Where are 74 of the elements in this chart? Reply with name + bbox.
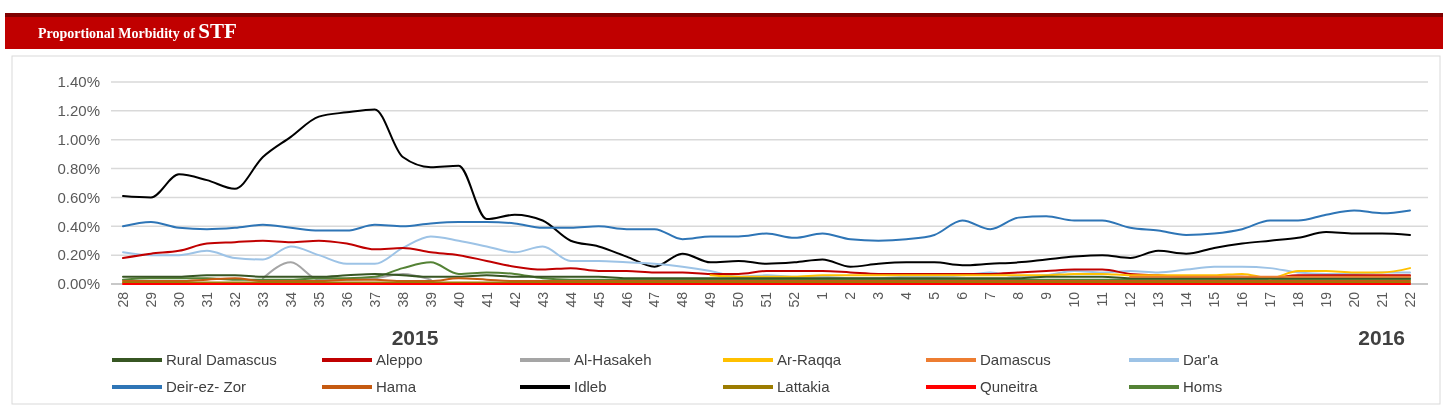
legend-label: Lattakia [777,378,831,396]
x-tick-label: 19 [1317,291,1334,308]
x-tick-label: 37 [366,291,383,308]
x-tick-label: 45 [590,291,607,308]
x-tick-label: 21 [1373,291,1390,308]
x-tick-label: 2 [842,291,859,300]
y-tick-label: 1.40% [57,73,100,91]
y-tick-label: 0.20% [57,246,100,264]
x-tick-label: 15 [1206,291,1223,308]
x-tick-label: 20 [1345,291,1362,308]
x-tick-label: 47 [646,291,663,308]
text: 2015 [391,326,439,349]
legend-label: Hama [376,378,417,396]
x-tick-label: 31 [198,291,215,308]
legend-label: Damascus [980,351,1051,369]
legend-label: Dar'a [1183,351,1220,369]
x-tick-label: 50 [730,291,747,308]
x-tick-label: 11 [1094,291,1111,307]
x-tick-label: 40 [450,291,467,308]
x-tick-label: 51 [758,291,775,308]
x-tick-label: 7 [982,291,999,300]
y-tick-label: 0.40% [57,217,100,235]
x-tick-label: 39 [422,291,439,308]
x-tick-label: 28 [114,291,131,308]
chart-title: Proportional Morbidity of STF [38,19,237,43]
x-tick-label: 18 [1289,291,1306,308]
x-tick-label: 38 [394,291,411,308]
y-tick-label: 0.80% [57,159,100,177]
x-tick-label: 17 [1262,291,1279,308]
legend-label: Aleppo [376,351,423,369]
legend-label: Homs [1183,378,1223,396]
x-tick-label: 5 [926,291,943,300]
x-tick-label: 48 [674,291,691,308]
legend-label: Ar-Raqqa [777,351,842,369]
x-tick-label: 46 [618,291,635,308]
legend-label: Rural Damascus [166,351,277,369]
x-tick-label: 49 [702,291,719,308]
y-tick-label: 1.20% [57,102,100,120]
x-tick-label: 3 [870,291,887,300]
y-tick-label: 0.00% [57,275,100,293]
x-tick-label: 12 [1122,291,1139,308]
x-tick-label: 35 [310,291,327,308]
line-series [122,261,1411,281]
x-tick-label: 52 [786,291,803,308]
x-tick-label: 34 [282,291,299,308]
x-tick-label: 44 [562,291,579,308]
legend-label: Idleb [574,378,607,396]
x-tick-label: 30 [170,291,187,308]
line-series [709,267,1411,280]
legend-label: Deir-ez- Zor [166,378,247,396]
x-tick-label: 14 [1178,291,1195,308]
x-tick-label: 8 [1010,291,1027,300]
legend-label: Al-Hasakeh [574,351,652,369]
x-tick-label: 22 [1401,291,1418,308]
x-tick-label: 33 [254,291,271,308]
x-tick-label: 13 [1150,291,1167,308]
x-tick-label: 16 [1234,291,1251,308]
x-tick-label: 36 [338,291,355,308]
line-series [122,108,1411,268]
y-tick-label: 0.60% [57,188,100,206]
x-tick-label: 29 [142,291,159,308]
x-tick-label: 32 [226,291,243,308]
text: 2016 [1358,326,1405,349]
y-tick-label: 1.00% [57,130,100,148]
x-tick-label: 10 [1066,291,1083,308]
legend-label: Quneitra [980,378,1039,396]
x-tick-label: 42 [506,291,523,308]
x-tick-label: 4 [898,291,915,300]
x-tick-label: 9 [1038,291,1055,300]
x-tick-label: 43 [534,291,551,308]
x-tick-label: 6 [954,291,971,300]
x-tick-label: 41 [478,291,495,308]
x-tick-label: 1 [814,291,831,300]
line-series [122,209,1411,242]
